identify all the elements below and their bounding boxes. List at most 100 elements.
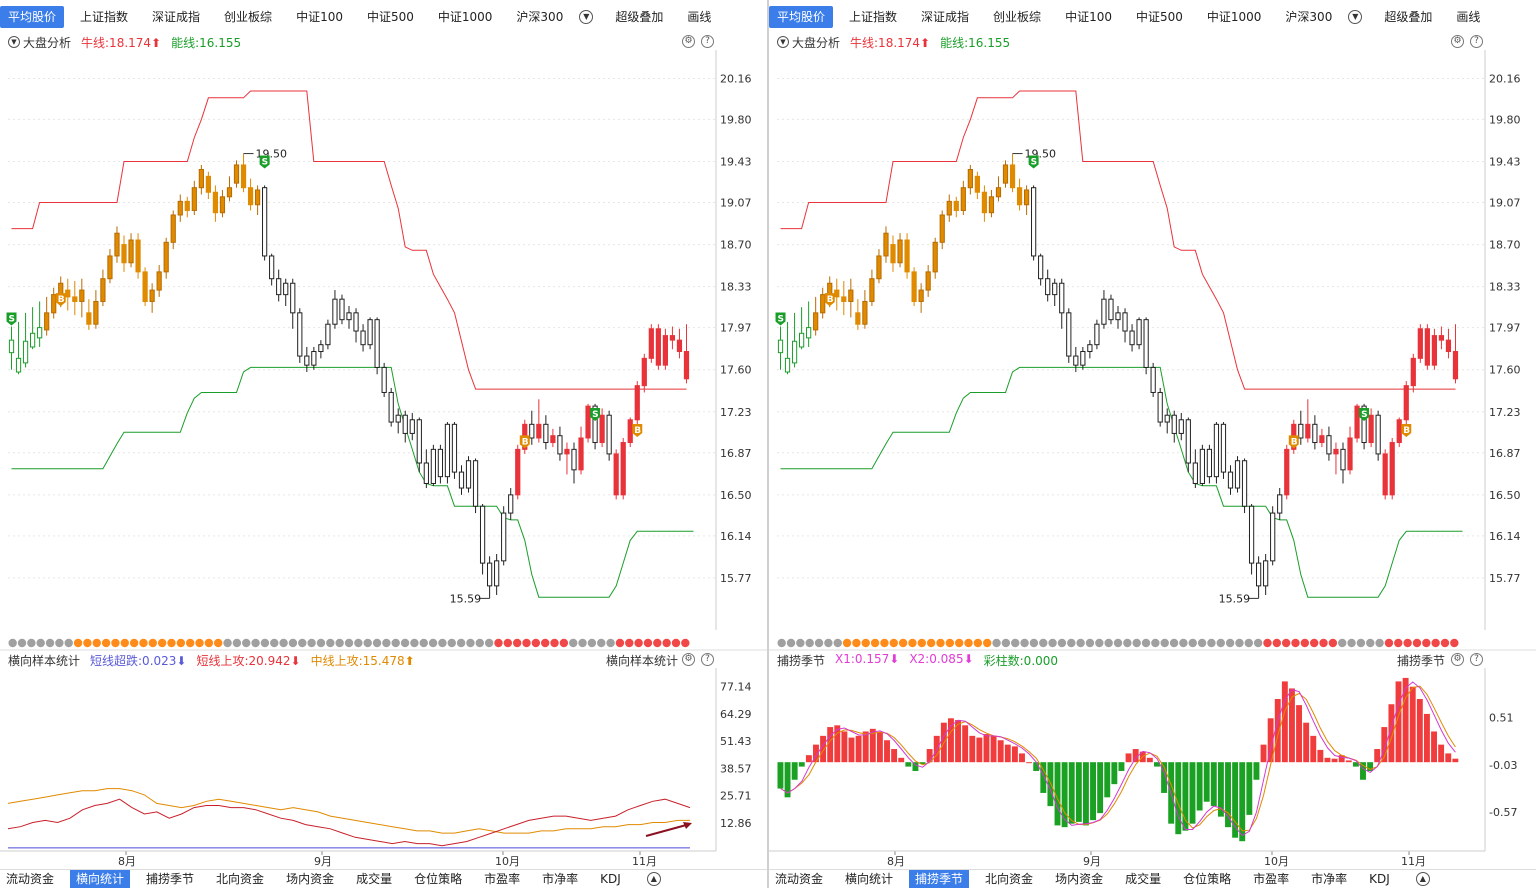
indicator-tab-9[interactable]: KDJ: [1369, 871, 1390, 886]
candle[interactable]: [1122, 308, 1128, 343]
candle[interactable]: [29, 307, 36, 350]
candle[interactable]: [374, 317, 380, 375]
candle[interactable]: [128, 233, 134, 268]
candle[interactable]: [925, 265, 931, 297]
index-tab-0[interactable]: 平均股价: [0, 6, 65, 28]
candle[interactable]: [1410, 353, 1416, 393]
candle[interactable]: [1073, 346, 1079, 372]
candle[interactable]: [22, 312, 29, 368]
candle[interactable]: [599, 408, 605, 448]
candle[interactable]: [1129, 324, 1135, 352]
index-tab-4[interactable]: 中证100: [1065, 10, 1112, 24]
candle[interactable]: [627, 417, 633, 448]
candle[interactable]: [1241, 458, 1248, 514]
indicator-tab-9[interactable]: KDJ: [600, 871, 621, 886]
candle[interactable]: [897, 233, 903, 268]
candle[interactable]: [163, 237, 169, 279]
candle[interactable]: [212, 185, 219, 222]
candle[interactable]: [430, 444, 436, 486]
candle[interactable]: [1016, 178, 1023, 211]
candle[interactable]: [1375, 410, 1381, 461]
candle[interactable]: [683, 324, 690, 384]
sell-signal-icon[interactable]: S: [590, 408, 601, 422]
sell-signal-icon[interactable]: S: [259, 155, 270, 169]
candle[interactable]: [988, 189, 995, 218]
candle[interactable]: [1417, 324, 1423, 363]
candle[interactable]: [1157, 387, 1163, 427]
candle[interactable]: [1270, 506, 1276, 566]
candle[interactable]: [1396, 417, 1402, 448]
candle[interactable]: [51, 287, 57, 319]
candle[interactable]: [1263, 554, 1269, 595]
candle[interactable]: [1101, 290, 1107, 329]
draw-line-button[interactable]: 画线: [687, 10, 712, 24]
indicator-more-dropdown[interactable]: ▲: [646, 872, 661, 886]
candle[interactable]: [806, 301, 812, 347]
candle[interactable]: [114, 226, 120, 263]
candle[interactable]: [219, 189, 226, 218]
candle[interactable]: [550, 428, 556, 448]
candle[interactable]: [381, 362, 387, 398]
candle[interactable]: [346, 306, 352, 329]
indicator-tab-6[interactable]: 仓位策略: [414, 871, 463, 886]
candle[interactable]: [634, 381, 640, 427]
candle[interactable]: [953, 196, 959, 218]
candle[interactable]: [841, 280, 847, 316]
candle[interactable]: [974, 171, 980, 200]
candle[interactable]: [184, 196, 190, 218]
candle[interactable]: [820, 287, 826, 319]
candle[interactable]: [1284, 444, 1290, 500]
candle[interactable]: [791, 312, 798, 368]
index-tab-2[interactable]: 深证成指: [152, 10, 201, 24]
super-overlay-button[interactable]: 超级叠加: [1384, 10, 1433, 24]
candle[interactable]: [834, 278, 840, 311]
candle[interactable]: [1298, 410, 1304, 445]
sub-help-icon[interactable]: ?: [1470, 653, 1483, 666]
indicator-tab-7[interactable]: 市盈率: [1253, 871, 1290, 886]
sub-settings-icon[interactable]: ⚙: [1451, 653, 1464, 666]
candle[interactable]: [149, 283, 155, 313]
candle[interactable]: [1185, 417, 1191, 473]
candle[interactable]: [1115, 306, 1121, 329]
index-tab-7[interactable]: 沪深300: [516, 10, 564, 24]
index-tab-2[interactable]: 深证成指: [921, 10, 970, 24]
candle[interactable]: [472, 458, 479, 514]
candle[interactable]: [662, 328, 669, 370]
candle[interactable]: [501, 506, 507, 566]
candle[interactable]: [578, 426, 584, 475]
candle[interactable]: [777, 326, 784, 370]
candle[interactable]: [798, 307, 805, 350]
candle[interactable]: [669, 326, 676, 350]
candle[interactable]: [1045, 269, 1051, 302]
index-tab-3[interactable]: 创业板综: [993, 10, 1042, 24]
collapse-icon[interactable]: ▼: [777, 36, 789, 48]
candle[interactable]: [198, 164, 204, 195]
candle[interactable]: [1445, 328, 1452, 359]
candle[interactable]: [1094, 319, 1100, 350]
candle[interactable]: [1136, 317, 1142, 350]
candle[interactable]: [416, 417, 422, 473]
indicator-tab-8[interactable]: 市净率: [1311, 871, 1348, 886]
index-tab-4[interactable]: 中证100: [296, 10, 343, 24]
candle[interactable]: [458, 465, 465, 495]
chart-canvas[interactable]: 20.16 19.80 19.43 19.07 18.70 18.33 17.97 17.60…: [769, 0, 1536, 869]
indicator-tab-1[interactable]: 横向统计: [70, 869, 131, 888]
index-tab-6[interactable]: 中证1000: [437, 10, 493, 24]
candle[interactable]: [564, 442, 570, 475]
indicator-tab-5[interactable]: 成交量: [356, 871, 393, 886]
candle[interactable]: [1164, 408, 1170, 434]
sell-signal-icon[interactable]: S: [1028, 155, 1039, 169]
candle[interactable]: [156, 265, 162, 297]
candle[interactable]: [395, 408, 401, 434]
candle[interactable]: [226, 176, 233, 202]
candle[interactable]: [606, 410, 612, 461]
candle[interactable]: [233, 160, 240, 188]
candle[interactable]: [142, 267, 148, 307]
sell-signal-icon[interactable]: S: [1359, 408, 1370, 422]
candle[interactable]: [557, 426, 563, 461]
buy-signal-icon[interactable]: B: [824, 293, 835, 307]
candle[interactable]: [1143, 317, 1149, 375]
index-tab-6[interactable]: 中证1000: [1206, 10, 1262, 24]
candle[interactable]: [262, 185, 268, 261]
candle[interactable]: [1248, 503, 1255, 575]
